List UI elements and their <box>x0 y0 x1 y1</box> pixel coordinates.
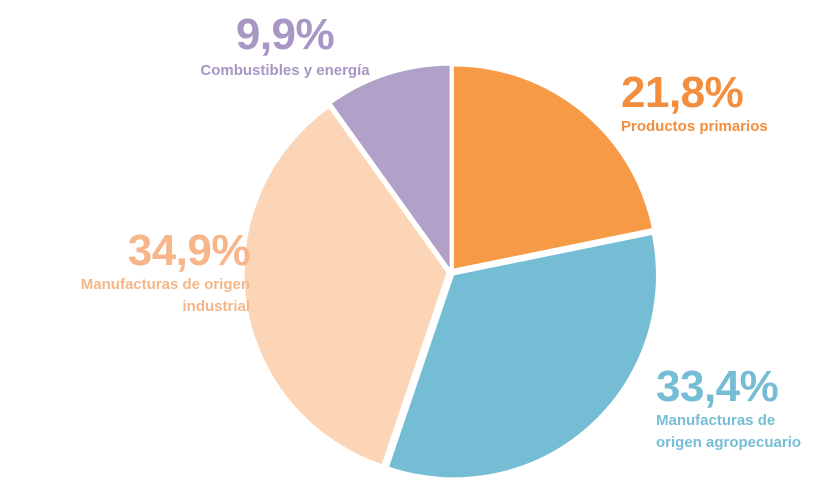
slice-moi <box>244 108 447 464</box>
pct-productos-primarios: 21,8% <box>621 68 744 117</box>
name-moa-line2: origen agropecuario <box>656 434 802 451</box>
pct-combustibles: 9,9% <box>235 10 335 59</box>
pie-slices <box>244 65 656 478</box>
name-combustibles: Combustibles y energía <box>200 62 370 79</box>
label-moi: 34,9% Manufacturas de origen industrial <box>0 226 251 318</box>
name-moa-line1: Manufacturas de <box>656 412 776 429</box>
pct-moi: 34,9% <box>127 226 251 275</box>
pct-moa: 33,4% <box>656 362 779 411</box>
label-moa: 33,4% Manufacturas de origen agropecuari… <box>656 364 836 454</box>
slice-productos-primarios <box>453 66 652 269</box>
label-productos-primarios: 21,8% Productos primarios <box>621 70 831 138</box>
label-combustibles: 9,9% Combustibles y energía <box>160 12 410 82</box>
name-moi-line1: Manufacturas de origen <box>80 276 250 293</box>
slice-combustibles <box>331 65 450 268</box>
name-productos-primarios: Productos primarios <box>621 118 768 135</box>
slice-moa <box>389 235 656 478</box>
name-moi-line2: industrial <box>182 298 250 315</box>
